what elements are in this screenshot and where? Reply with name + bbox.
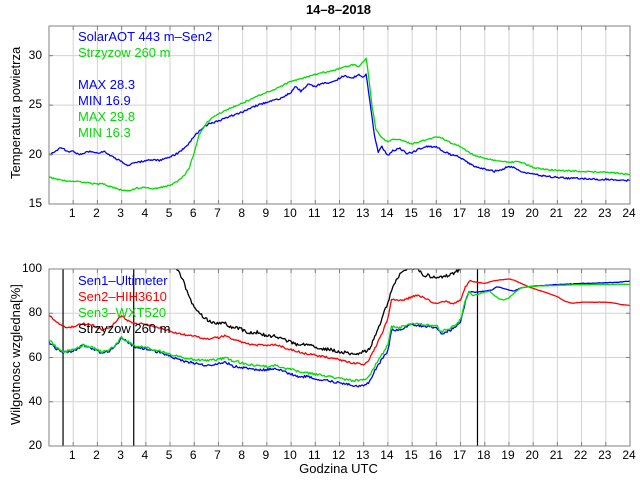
x-tick-label: 6 xyxy=(189,206,197,220)
x-tick-label: 4 xyxy=(141,448,149,462)
x-tick-label: 19 xyxy=(501,206,515,220)
x-tick-label: 8 xyxy=(238,206,245,220)
x-tick-label: 15 xyxy=(404,448,418,462)
y-tick-label: 80 xyxy=(28,305,42,320)
chart-1-plot-area xyxy=(48,268,631,447)
legend: SolarAOT 443 m–Sen2 Strzyzow 260 m xyxy=(78,29,212,61)
x-tick-label: 2 xyxy=(93,448,100,462)
x-tick-label: 1 xyxy=(68,448,76,462)
x-tick-label: 23 xyxy=(598,206,612,220)
annotation-line: MIN 16.3 xyxy=(78,125,131,140)
x-tick-label: 6 xyxy=(189,448,197,462)
x-tick-label: 9 xyxy=(262,448,270,462)
x-axis-label: Godzina UTC xyxy=(299,461,378,476)
series-sen3-wxt520 xyxy=(48,283,631,383)
y-tick-label: 100 xyxy=(21,261,42,275)
x-tick-label: 18 xyxy=(477,448,491,462)
legend-entry: Sen1–Ultimeter xyxy=(78,273,168,288)
y-tick-label: 20 xyxy=(28,146,42,161)
y-tick-label: 30 xyxy=(28,47,42,62)
x-tick-label: 9 xyxy=(262,206,270,220)
x-tick-label: 5 xyxy=(165,448,173,462)
legend-entry: Sen2–HIH3610 xyxy=(78,289,167,304)
x-tick-label: 2 xyxy=(93,206,100,220)
x-tick-label: 19 xyxy=(501,448,515,462)
series-solaraot-443-m-sen2 xyxy=(48,73,631,182)
annotations: MAX 28.3 MIN 16.9 MAX 29.8 MIN 16.3 xyxy=(78,77,135,141)
x-tick-label: 13 xyxy=(356,206,370,220)
x-tick-label: 3 xyxy=(117,206,124,220)
x-tick-label: 10 xyxy=(283,448,297,462)
series-strzyzow-260-m xyxy=(48,57,631,192)
annotation-line: MAX 29.8 xyxy=(78,109,136,124)
x-tick-label: 20 xyxy=(525,448,539,462)
x-tick-label: 24 xyxy=(622,448,636,462)
x-tick-label: 20 xyxy=(525,206,539,220)
x-tick-label: 18 xyxy=(477,206,491,220)
legend-entry: Strzyzow 260 m xyxy=(78,45,171,60)
x-tick-label: 12 xyxy=(331,206,346,220)
annotation-line: MIN 16.9 xyxy=(78,93,131,108)
x-tick-label: 13 xyxy=(356,448,370,462)
y-tick-label: 25 xyxy=(28,97,42,112)
series-sen2-hih3610 xyxy=(48,278,631,366)
x-tick-label: 23 xyxy=(598,448,612,462)
x-tick-label: 14 xyxy=(380,448,394,462)
x-tick-label: 10 xyxy=(283,206,297,220)
x-tick-label: 21 xyxy=(549,448,564,462)
x-tick-label: 16 xyxy=(428,448,442,462)
annotation-line: MAX 28.3 xyxy=(78,77,136,92)
x-tick-label: 12 xyxy=(331,448,346,462)
legend-entry: Sen3–WXT520 xyxy=(78,305,167,320)
y-tick-label: 40 xyxy=(28,393,42,408)
x-tick-label: 7 xyxy=(214,448,221,462)
y-tick-label: 60 xyxy=(28,349,42,364)
x-tick-label: 11 xyxy=(308,206,321,220)
figure-title: 14–8–2018 xyxy=(305,2,372,17)
x-tick-label: 21 xyxy=(549,206,564,220)
x-tick-label: 3 xyxy=(117,448,124,462)
legend-entry: Strzyzow 260 m xyxy=(78,321,171,336)
x-tick-label: 4 xyxy=(141,206,149,220)
y-axis-label: Wilgotnosc wzgledna[%] xyxy=(8,283,23,425)
y-tick-label: 15 xyxy=(28,196,42,210)
x-tick-label: 17 xyxy=(452,206,467,220)
x-tick-label: 15 xyxy=(404,206,418,220)
x-tick-label: 24 xyxy=(622,206,636,220)
x-tick-label: 5 xyxy=(165,206,173,220)
x-tick-label: 17 xyxy=(452,448,467,462)
x-tick-label: 8 xyxy=(238,448,245,462)
x-tick-label: 7 xyxy=(214,206,221,220)
x-tick-label: 16 xyxy=(428,206,442,220)
x-tick-label: 22 xyxy=(573,206,588,220)
chart-0-plot-area xyxy=(48,25,631,205)
x-tick-label: 14 xyxy=(380,206,394,220)
x-tick-label: 11 xyxy=(308,448,321,462)
x-tick-label: 1 xyxy=(68,206,76,220)
y-tick-label: 20 xyxy=(28,438,42,452)
x-tick-label: 22 xyxy=(573,448,588,462)
legend: Sen1–Ultimeter Sen2–HIH3610 Sen3–WXT520 Str… xyxy=(78,273,170,337)
legend-entry: SolarAOT 443 m–Sen2 xyxy=(78,29,213,44)
